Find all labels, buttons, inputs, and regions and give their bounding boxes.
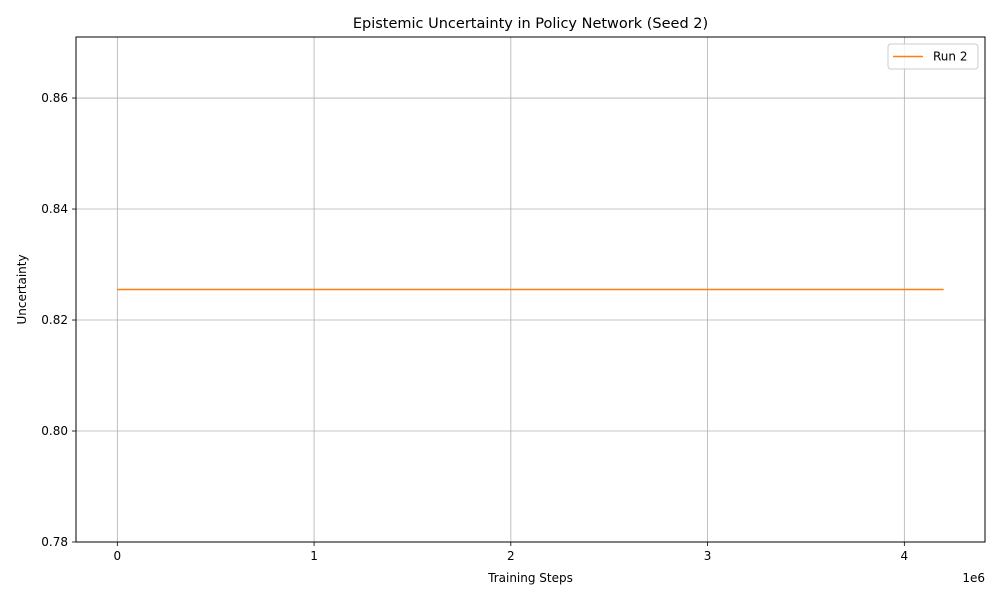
y-tick-label: 0.78	[41, 535, 68, 549]
y-tick-label: 0.86	[41, 91, 68, 105]
x-axis-ticks: 0 1 2 3 4	[113, 542, 908, 563]
x-tick-label: 1	[310, 549, 318, 563]
legend: Run 2	[887, 43, 979, 70]
y-axis-ticks: 0.78 0.80 0.82 0.84 0.86	[41, 91, 76, 549]
x-tick-label: 3	[704, 549, 712, 563]
x-tick-label: 2	[507, 549, 515, 563]
x-tick-label: 0	[113, 549, 121, 563]
chart-title: Epistemic Uncertainty in Policy Network …	[353, 16, 708, 32]
y-tick-label: 0.82	[41, 313, 68, 327]
x-tick-label: 4	[901, 549, 909, 563]
legend-box	[887, 43, 979, 70]
y-tick-label: 0.84	[41, 202, 68, 216]
x-axis-label: Training Steps	[487, 571, 573, 585]
legend-label: Run 2	[933, 50, 967, 64]
plot-frame	[75, 36, 986, 543]
y-tick-label: 0.80	[41, 424, 68, 438]
y-axis-label: Uncertainty	[15, 254, 29, 324]
x-axis-offset-label: 1e6	[962, 571, 985, 585]
